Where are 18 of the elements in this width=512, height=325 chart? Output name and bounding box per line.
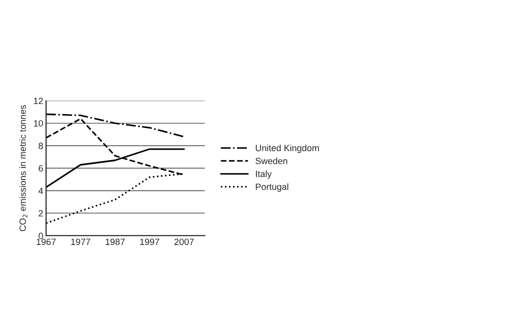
y-tick-label: 10 [34,120,43,127]
legend-label: Portugal [256,183,288,192]
x-tick-label: 1997 [140,238,160,246]
y-tick-label: 12 [34,98,43,104]
legend-label: Italy [256,170,272,179]
y-axis-title: CO$_{2}$ emissions in metric tonnes [19,105,28,232]
y-tick-label: 0 [38,232,43,239]
x-tick-label: 1977 [71,238,90,246]
line-series [46,113,185,138]
x-tick-label: 1967 [36,238,56,246]
legend-label: Sweden [256,158,288,164]
legend-label: United Kingdom [256,144,319,153]
x-tick-label: 2007 [174,238,194,246]
y-tick-label: 8 [38,142,43,150]
y-tick-label: 2 [38,210,43,216]
x-tick-label: 1987 [106,238,125,246]
y-tick-label: 6 [38,165,43,172]
y-tick-label: 4 [38,188,44,194]
